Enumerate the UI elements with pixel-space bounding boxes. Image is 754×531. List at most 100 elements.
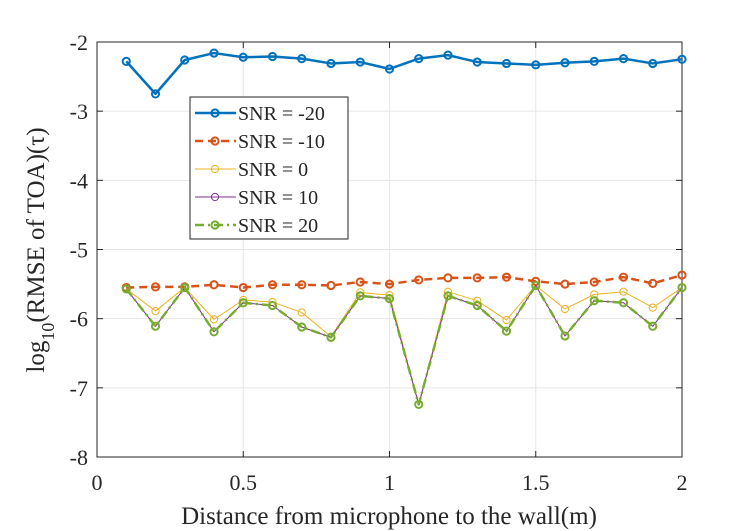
data-point <box>472 300 482 311</box>
data-point <box>531 60 541 70</box>
legend-entry: SNR = 10 <box>195 187 318 209</box>
data-point <box>297 322 307 332</box>
data-point <box>677 282 687 293</box>
series-line <box>125 284 683 405</box>
data-point <box>150 321 161 331</box>
data-point <box>472 57 482 67</box>
data-point <box>618 54 629 64</box>
series-line <box>125 51 683 96</box>
data-point <box>560 279 570 289</box>
data-point <box>501 58 512 69</box>
data-point <box>326 58 336 69</box>
legend-label: SNR = 10 <box>238 187 318 209</box>
data-point <box>150 89 161 99</box>
legend-entry: SNR = 20 <box>195 215 318 237</box>
x-tick-label: 0.5 <box>230 470 258 495</box>
data-point <box>648 58 658 69</box>
legend-label: SNR = -20 <box>238 103 325 125</box>
data-point <box>414 54 424 64</box>
data-point <box>209 48 219 58</box>
y-tick-label: -4 <box>70 168 88 193</box>
series-line <box>125 284 683 406</box>
legend-box <box>189 96 349 240</box>
data-point <box>618 272 629 282</box>
legend-swatch-marker <box>210 220 220 230</box>
x-tick-label: 1 <box>384 470 395 495</box>
data-point <box>589 296 599 306</box>
legend: SNR = -20 SNR = -10 SNR = 0 SNR = 10 SNR = 2… <box>189 96 349 240</box>
data-point <box>180 282 190 293</box>
legend-swatch-marker <box>210 136 220 146</box>
legend-entry: SNR = -20 <box>195 103 325 125</box>
series-line <box>125 284 683 405</box>
data-point <box>560 58 570 68</box>
grid <box>96 41 683 458</box>
series-1 <box>121 48 687 99</box>
data-point <box>151 306 160 316</box>
data-point <box>238 298 248 308</box>
y-tick-label: -2 <box>70 30 88 55</box>
y-tick-label: -7 <box>70 376 88 401</box>
y-tick-label: -3 <box>70 99 88 124</box>
data-point <box>473 296 482 305</box>
x-tick-label: 0 <box>92 470 103 495</box>
x-tick-label: 1.5 <box>522 470 550 495</box>
x-tick-label: 2 <box>677 470 688 495</box>
data-point <box>267 300 278 311</box>
series-group <box>121 48 687 410</box>
data-point <box>443 50 453 60</box>
data-point <box>501 272 512 282</box>
y-axis-label: log10(RMSE of TOA)(τ) <box>23 127 58 372</box>
legend-swatch-marker <box>210 164 220 174</box>
axis-ticks: 0 0.5 1 1.5 2 -2 -3 -4 -5 -6 -7 -8 <box>70 30 688 495</box>
data-point <box>648 321 658 331</box>
data-point <box>150 282 161 292</box>
legend-label: SNR = 20 <box>238 215 318 237</box>
data-point <box>443 291 453 301</box>
data-point <box>502 315 511 325</box>
data-point <box>297 308 306 317</box>
data-point <box>384 279 395 289</box>
y-axis-label-main: log <box>23 340 50 372</box>
data-point <box>384 64 395 74</box>
y-axis-label-subscript: 10 <box>38 323 58 341</box>
data-point <box>209 327 219 337</box>
legend-swatch-marker <box>210 192 220 202</box>
data-point <box>589 56 599 66</box>
data-point <box>531 276 541 286</box>
data-point <box>531 280 541 291</box>
data-point <box>267 280 278 290</box>
data-point <box>501 326 512 336</box>
data-point <box>355 291 365 301</box>
data-point <box>589 277 599 287</box>
data-point <box>267 51 278 62</box>
data-point <box>648 278 658 288</box>
series-5 <box>121 280 687 410</box>
x-axis-label: Distance from microphone to the wall(m) <box>181 503 597 530</box>
data-point <box>238 282 248 293</box>
data-point <box>443 273 453 283</box>
data-point <box>180 55 190 65</box>
data-point <box>648 303 657 312</box>
data-point <box>677 270 687 280</box>
data-point <box>355 57 365 67</box>
data-point <box>121 284 131 294</box>
data-point <box>618 298 629 308</box>
data-point <box>472 273 482 283</box>
data-point <box>560 331 570 341</box>
legend-entry: SNR = -10 <box>195 131 325 153</box>
data-point <box>619 287 628 296</box>
series-2 <box>121 270 687 293</box>
data-point <box>384 294 395 304</box>
legend-label: SNR = -10 <box>238 131 325 153</box>
y-axis-label-rest: (RMSE of TOA)(τ) <box>23 127 50 322</box>
y-tick-label: -8 <box>70 445 88 470</box>
data-point <box>326 280 336 291</box>
data-point <box>677 54 687 64</box>
legend-entry: SNR = 0 <box>195 159 308 181</box>
series-line <box>126 273 683 289</box>
data-point <box>121 56 131 66</box>
y-tick-label: -5 <box>70 238 88 263</box>
data-point <box>209 315 219 324</box>
